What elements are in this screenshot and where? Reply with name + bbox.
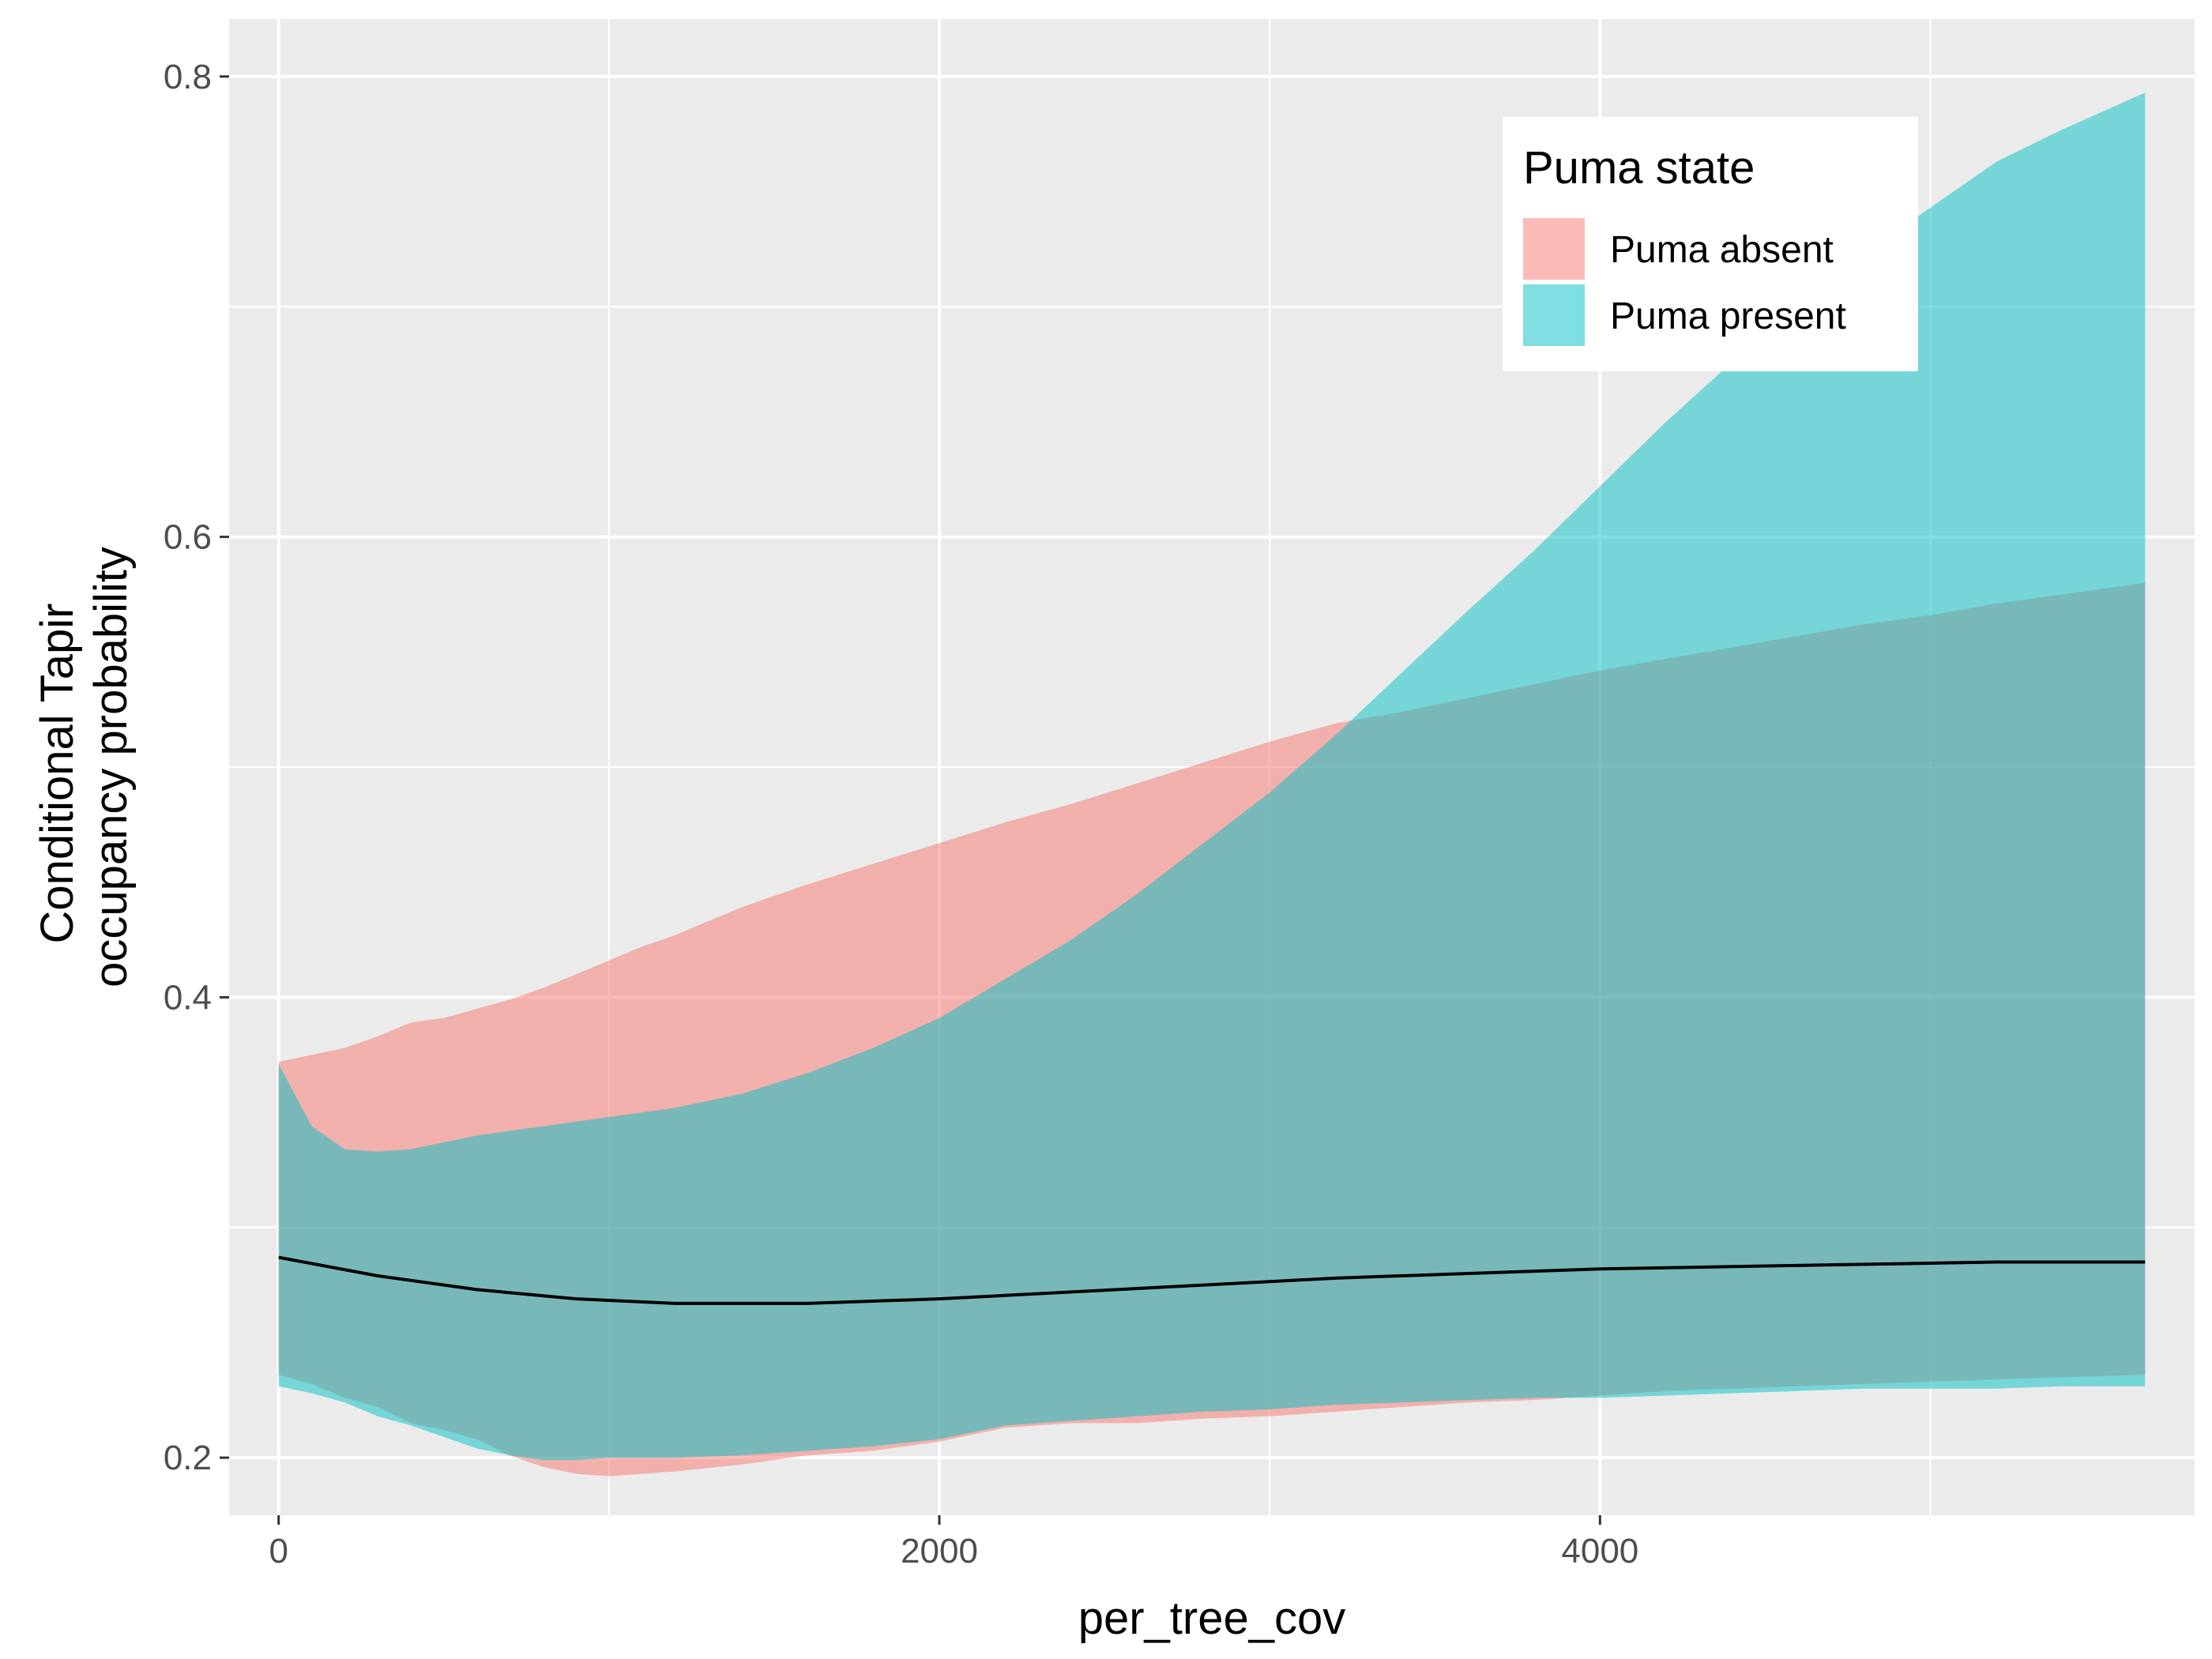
y-tick-label: 0.2 [164, 1439, 212, 1477]
y-tick-label: 0.8 [164, 58, 212, 96]
mean-line [278, 1255, 2146, 1305]
legend-label-puma-present: Puma present [1610, 295, 1846, 337]
y-tick-label: 0.4 [164, 978, 212, 1017]
axes [220, 75, 1601, 1525]
legend-key-puma-absent [1523, 218, 1585, 280]
x-tick-label: 4000 [1561, 1532, 1638, 1571]
mean-line-layer [278, 1255, 2146, 1305]
legend-key-puma-present [1523, 284, 1585, 346]
y-axis-title-line-1: Conditional Tapir [32, 604, 83, 944]
y-axis-title-line-2: occupancy probability [85, 547, 137, 988]
y-tick-label: 0.6 [164, 518, 212, 557]
legend: Puma state Puma absent Puma present [1503, 117, 1918, 371]
legend-title: Puma state [1523, 142, 1755, 194]
x-tick-label: 2000 [901, 1532, 978, 1571]
x-axis-title: per_tree_cov [1078, 1593, 1346, 1644]
y-axis-title: Conditional Tapir occupancy probability [32, 547, 137, 988]
x-tick-label: 0 [269, 1532, 288, 1571]
axis-labels: 0 2000 4000 0.2 0.4 0.6 0.8 [164, 58, 1638, 1571]
ribbon-puma-present [278, 92, 2146, 1461]
legend-label-puma-absent: Puma absent [1610, 229, 1834, 271]
confidence-ribbons [278, 92, 2146, 1477]
